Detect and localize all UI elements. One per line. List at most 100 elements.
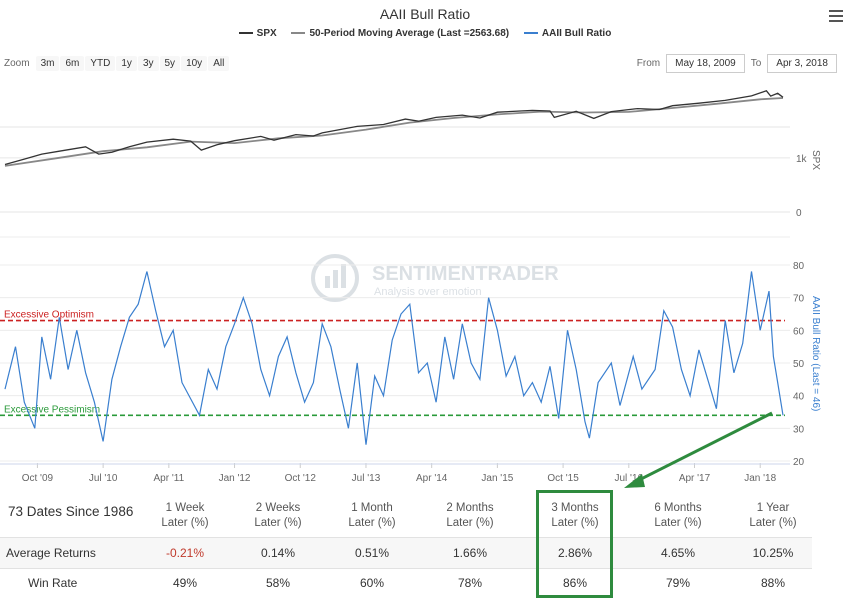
table-cell: 4.65%: [660, 546, 696, 560]
arrow-shaft: [634, 411, 773, 484]
from-date-input[interactable]: May 18, 2009: [666, 54, 745, 73]
highlight-box-3-months: [536, 490, 613, 598]
column-header-2-weeks: 2 Weeks Later (%): [238, 501, 318, 531]
table-header-row: 73 Dates Since 1986 1 Week Later (%) 2 We…: [0, 490, 812, 534]
table-caption: 73 Dates Since 1986: [8, 504, 134, 519]
bull-tick-label: 60: [793, 326, 805, 337]
zoom-ytd-button[interactable]: YTD: [85, 56, 116, 71]
zoom-label: Zoom: [4, 58, 30, 69]
x-axis-ticks: Oct '09 Jul '10 Apr '11 Jan '12 Oct '12 Jul '…: [22, 473, 777, 484]
legend-swatch: [523, 32, 538, 35]
bull-tick-label: 30: [793, 424, 805, 435]
column-header-line: 1 Week: [165, 502, 205, 514]
column-header-line: 1 Year: [756, 502, 790, 514]
watermark-tagline: Analysis over emotion: [374, 286, 482, 298]
spx-axis-ticks: 1k 0: [796, 154, 808, 219]
from-label: From: [636, 58, 661, 69]
bull-tick-label: 20: [793, 457, 805, 468]
series-line-moving-average[interactable]: [4, 97, 784, 167]
x-gridlines: [0, 463, 790, 468]
column-header-line: 1 Month: [351, 502, 393, 514]
column-header-line: 3 Months: [551, 502, 599, 514]
x-tick-label: Oct '15: [547, 473, 579, 484]
table-cell: 10.25%: [752, 546, 794, 560]
x-tick-label: Apr '17: [679, 473, 711, 484]
column-header-line: Later (%): [749, 517, 797, 529]
x-tick-label: Jul '16: [615, 473, 644, 484]
legend-swatch: [238, 32, 253, 35]
legend-item-spx[interactable]: SPX: [238, 28, 277, 39]
spx-axis-label: SPX: [810, 150, 821, 170]
x-tick-label: Oct '09: [22, 473, 54, 484]
bull-gridlines: [0, 236, 790, 462]
legend-item-moving-average[interactable]: 50-Period Moving Average (Last =2563.68): [291, 28, 509, 39]
legend-label: AAII Bull Ratio: [541, 28, 612, 39]
column-header-line: Later (%): [254, 517, 302, 529]
spx-tick-label: 1k: [796, 154, 808, 165]
zoom-all-button[interactable]: All: [208, 56, 230, 71]
zoom-10y-button[interactable]: 10y: [181, 56, 208, 71]
zoom-1y-button[interactable]: 1y: [116, 56, 137, 71]
watermark-bar: [341, 264, 346, 288]
menu-icon[interactable]: [829, 10, 843, 22]
spx-tick-label: 0: [796, 208, 802, 219]
table-cell: -0.21%: [165, 546, 205, 560]
column-header-line: Later (%): [446, 517, 494, 529]
series-line-aaii-bull-ratio[interactable]: [4, 271, 784, 445]
column-header-line: Later (%): [348, 517, 396, 529]
spx-gridlines: [0, 126, 790, 213]
chart-area: SENTIMENTRADER Analysis over emotion 1k 0…: [0, 90, 821, 488]
to-label: To: [750, 58, 762, 69]
x-tick-label: Jan '18: [744, 473, 776, 484]
table-row-win-rate: Win Rate 49% 58% 60% 78% 86% 79% 88%: [0, 568, 812, 598]
arrow-head: [624, 474, 645, 488]
to-date-input[interactable]: Apr 3, 2018: [767, 54, 837, 73]
table-cell: 86%: [562, 576, 588, 590]
column-header-1-month: 1 Month Later (%): [332, 501, 412, 531]
legend-item-aaii-bull-ratio[interactable]: AAII Bull Ratio: [523, 28, 612, 39]
row-label: Win Rate: [28, 576, 78, 590]
zoom-3m-button[interactable]: 3m: [35, 56, 60, 71]
column-header-2-months: 2 Months Later (%): [430, 501, 510, 531]
x-tick-label: Jul '10: [89, 473, 118, 484]
column-header-1-week: 1 Week Later (%): [145, 501, 225, 531]
bull-tick-label: 80: [793, 261, 805, 272]
x-tick-label: Jan '12: [219, 473, 251, 484]
watermark-bar: [325, 276, 330, 288]
row-label: Average Returns: [6, 546, 96, 560]
chart-title: AAII Bull Ratio: [379, 6, 471, 22]
threshold-lines: Excessive Optimism Excessive Pessimism: [0, 310, 785, 417]
column-header-line: 6 Months: [654, 502, 702, 514]
bull-axis-label: AAII Bull Ratio (Last = 46): [810, 296, 821, 411]
table-cell: 49%: [172, 576, 198, 590]
arrow: [624, 411, 773, 488]
series-line-spx[interactable]: [4, 90, 784, 166]
zoom-bar: Zoom 3m 6m YTD 1y 3y 5y 10y All: [4, 56, 230, 71]
bull-tick-label: 50: [793, 359, 805, 370]
zoom-6m-button[interactable]: 6m: [60, 56, 85, 71]
bull-tick-label: 40: [793, 392, 805, 403]
zoom-3y-button[interactable]: 3y: [137, 56, 159, 71]
table-cell: 60%: [359, 576, 385, 590]
table-cell: 79%: [665, 576, 691, 590]
column-header-line: 2 Months: [446, 502, 494, 514]
column-header-6-months: 6 Months Later (%): [638, 501, 718, 531]
table-cell: 58%: [265, 576, 291, 590]
watermark-bar: [333, 270, 338, 288]
column-header-line: 2 Weeks: [255, 502, 301, 514]
table-cell: 2.86%: [557, 546, 593, 560]
column-header-line: Later (%): [551, 517, 599, 529]
watermark-logo: [311, 254, 359, 302]
threshold-label: Excessive Optimism: [4, 310, 94, 321]
legend: SPX 50-Period Moving Average (Last =2563…: [0, 28, 850, 39]
x-tick-label: Jul '13: [352, 473, 381, 484]
column-header-1-year: 1 Year Later (%): [733, 501, 813, 531]
table-cell: 78%: [457, 576, 483, 590]
bull-tick-label: 70: [793, 294, 805, 305]
column-header-line: Later (%): [161, 517, 209, 529]
table-cell: 88%: [760, 576, 786, 590]
x-tick-label: Jan '15: [481, 473, 513, 484]
zoom-5y-button[interactable]: 5y: [159, 56, 181, 71]
table-cell: 0.14%: [260, 546, 296, 560]
legend-label: SPX: [256, 28, 277, 39]
